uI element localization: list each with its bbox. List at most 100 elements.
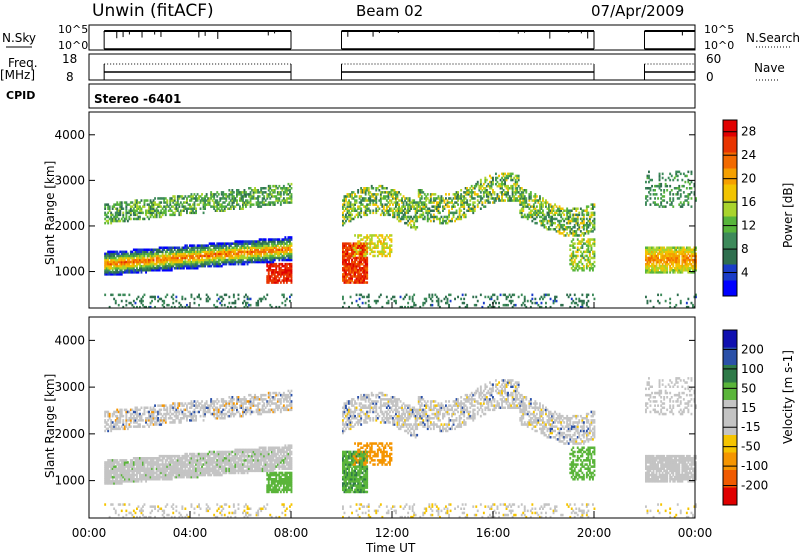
power-cell: [489, 201, 491, 204]
power-cell: [114, 250, 117, 254]
power-cell: [382, 246, 385, 249]
power-cell: [526, 205, 529, 208]
power-cell: [129, 209, 132, 212]
power-cell: [145, 262, 147, 266]
power-cell: [593, 217, 596, 221]
power-cell: [545, 201, 547, 204]
power-cell: [125, 211, 128, 215]
power-cell: [348, 271, 350, 274]
power-cell: [254, 197, 256, 200]
power-cell: [157, 264, 160, 268]
power-cell: [367, 305, 370, 309]
power-cell: [272, 240, 275, 243]
power-cell: [352, 207, 355, 210]
power-cell: [585, 244, 588, 247]
power-cell: [352, 254, 355, 258]
power-cell: [489, 303, 491, 307]
power-cell: [534, 297, 537, 301]
power-cell: [493, 193, 496, 196]
power-cell: [423, 193, 426, 196]
power-cell: [590, 215, 593, 219]
power-cell: [184, 252, 187, 256]
power-cell: [240, 244, 243, 247]
power-cell: [129, 205, 132, 208]
power-cell: [672, 271, 675, 274]
power-cell: [361, 199, 364, 202]
power-cell: [545, 293, 547, 297]
power-cell: [287, 248, 290, 251]
power-cell: [404, 197, 406, 200]
freq-left-tick-low: 8: [66, 70, 74, 84]
power-cell: [384, 254, 387, 258]
power-cell: [128, 267, 131, 270]
power-cell: [160, 201, 163, 204]
power-cell: [428, 199, 431, 202]
power-cell: [120, 201, 123, 204]
power-cell: [122, 258, 125, 262]
power-cell: [517, 191, 520, 194]
power-cell: [119, 203, 122, 206]
power-cell: [355, 293, 358, 297]
power-cell: [498, 174, 500, 178]
power-cell: [588, 258, 591, 262]
power-cell: [658, 301, 661, 305]
power-cell: [502, 178, 505, 182]
power-cell: [229, 254, 232, 258]
power-cell: [364, 252, 367, 256]
power-cell: [649, 269, 652, 272]
power-cell: [373, 193, 376, 196]
power-cell: [502, 303, 505, 307]
power-cell: [414, 213, 417, 217]
power-cell: [251, 252, 253, 256]
power-cell: [343, 301, 346, 305]
power-cell: [136, 258, 138, 262]
power-cell: [117, 264, 120, 268]
power-cell: [279, 193, 282, 196]
power-cell: [389, 209, 391, 212]
power-cell: [214, 254, 217, 258]
power-cell: [173, 195, 176, 198]
power-cell: [287, 271, 290, 274]
power-cell: [375, 197, 378, 200]
power-cell: [131, 303, 134, 307]
power-cell: [132, 267, 135, 270]
power-cell: [357, 236, 360, 239]
power-cell: [263, 238, 266, 241]
power-cell: [216, 252, 219, 256]
power-cell: [198, 260, 200, 264]
power-cell: [548, 219, 550, 223]
power-cell: [673, 254, 676, 258]
power-cell: [670, 262, 673, 266]
power-cell: [343, 199, 346, 202]
power-cell: [104, 269, 107, 272]
power-cell: [273, 254, 276, 258]
power-cell: [229, 252, 232, 256]
power-cell: [172, 262, 175, 266]
power-cell: [125, 252, 128, 256]
power-cell: [126, 203, 129, 206]
power-cell: [134, 203, 137, 206]
power-cell: [281, 279, 284, 282]
power-cell: [142, 269, 144, 272]
power-cell: [216, 299, 219, 303]
power-cell: [445, 219, 447, 223]
power-cell: [246, 248, 249, 251]
power-cell: [490, 193, 493, 196]
power-cell: [692, 264, 694, 268]
power-cell: [469, 195, 472, 198]
power-cell: [566, 211, 569, 215]
power-cell: [181, 250, 184, 254]
power-cell: [482, 187, 485, 190]
power-cell: [505, 195, 508, 198]
power-cell: [182, 205, 185, 208]
power-cell: [270, 264, 273, 268]
power-cell: [588, 219, 591, 223]
power-cell: [360, 215, 363, 219]
power-cell: [461, 301, 464, 305]
power-cell: [417, 203, 420, 206]
power-cell: [443, 297, 446, 301]
power-cell: [175, 295, 178, 299]
power-cell: [442, 205, 444, 208]
power-cell: [370, 250, 373, 254]
power-cell: [561, 228, 564, 231]
